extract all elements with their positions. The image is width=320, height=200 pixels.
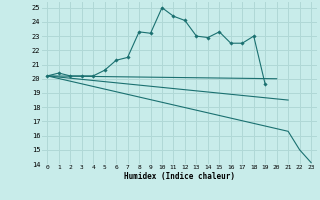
X-axis label: Humidex (Indice chaleur): Humidex (Indice chaleur) — [124, 172, 235, 181]
